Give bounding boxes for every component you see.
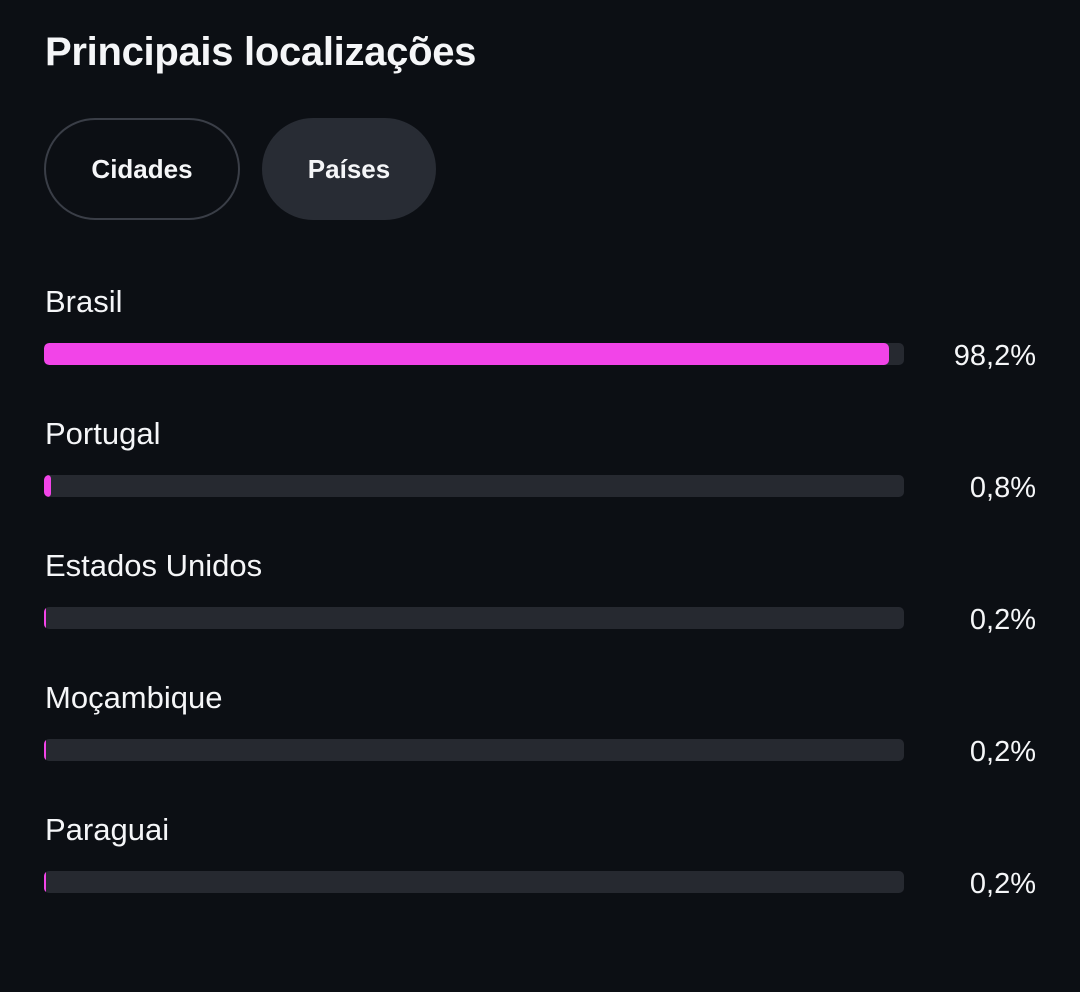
progress-track — [44, 871, 904, 893]
location-percent: 0,2% — [969, 736, 1036, 768]
location-percent: 0,2% — [969, 604, 1036, 636]
progress-fill — [44, 475, 51, 497]
location-name: Paraguai — [45, 812, 170, 847]
progress-fill — [44, 739, 46, 761]
progress-track — [44, 607, 904, 629]
page-title: Principais localizações — [45, 30, 477, 74]
progress-fill — [44, 871, 46, 893]
location-type-tabs: Cidades Países — [44, 118, 436, 220]
location-name: Estados Unidos — [45, 548, 263, 583]
progress-track — [44, 475, 904, 497]
location-name: Portugal — [45, 416, 161, 451]
progress-track — [44, 343, 904, 365]
tab-cidades[interactable]: Cidades — [44, 118, 240, 220]
location-row-estados-unidos: Estados Unidos 0,2% — [0, 546, 1080, 666]
progress-track — [44, 739, 904, 761]
progress-fill — [44, 343, 889, 365]
location-row-mocambique: Moçambique 0,2% — [0, 678, 1080, 798]
location-row-paraguai: Paraguai 0,2% — [0, 810, 1080, 930]
location-percent: 0,8% — [969, 472, 1036, 504]
progress-fill — [44, 607, 46, 629]
tab-paises[interactable]: Países — [262, 118, 436, 220]
location-row-portugal: Portugal 0,8% — [0, 414, 1080, 534]
location-percent: 0,2% — [969, 868, 1036, 900]
location-name: Moçambique — [45, 680, 223, 715]
location-row-brasil: Brasil 98,2% — [0, 282, 1080, 402]
location-percent: 98,2% — [953, 340, 1036, 372]
location-name: Brasil — [45, 284, 123, 319]
